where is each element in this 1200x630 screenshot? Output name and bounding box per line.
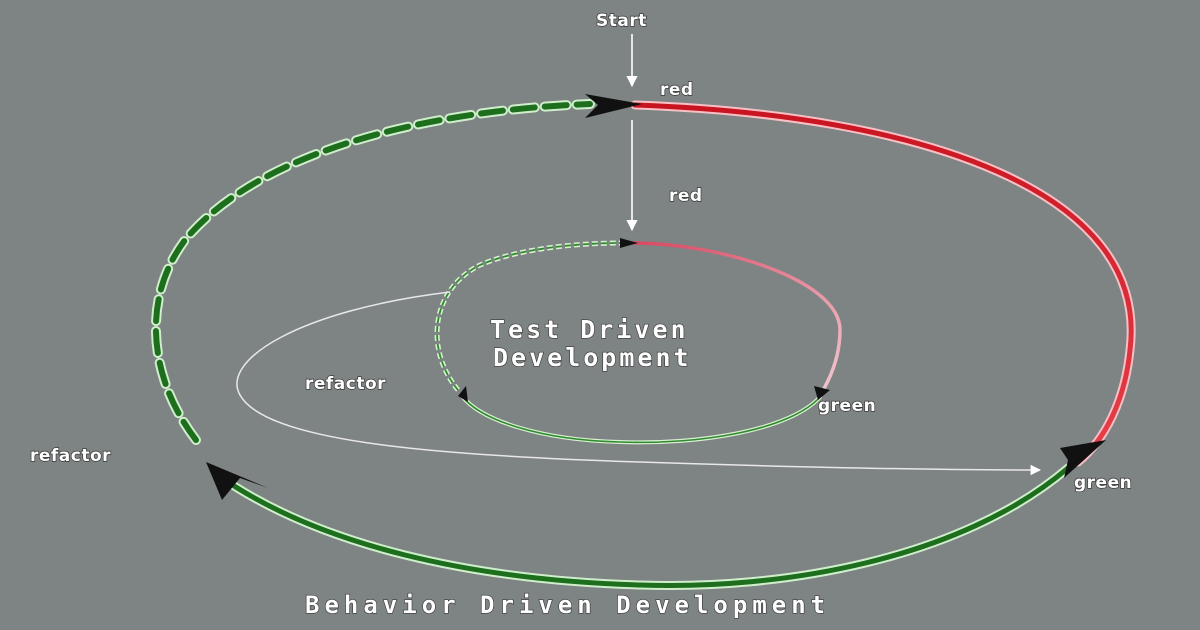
tdd-title-line2: Development (493, 343, 692, 372)
start-label: Start (596, 11, 647, 31)
bdd-left-arrowhead (206, 462, 268, 500)
bdd-loop (150, 94, 1136, 590)
bdd-right-arrowhead (1060, 440, 1106, 478)
tdd-to-bdd-green-connector (236, 291, 1042, 476)
bdd-title: Behavior Driven Development (305, 591, 830, 619)
bdd-red-arc (630, 100, 1136, 467)
tdd-top-arrowhead (620, 238, 638, 248)
tdd-refactor-label: refactor (305, 374, 386, 394)
tdd-left-arrowhead (458, 386, 468, 402)
bdd-refactor-label: refactor (30, 446, 111, 466)
tdd-red-label: red (669, 186, 703, 206)
bdd-green-arc (217, 463, 1073, 590)
tdd-green-label: green (818, 396, 876, 416)
tdd-green-arc (460, 394, 822, 445)
tdd-red-arc (630, 241, 842, 394)
tdd-loop (434, 238, 842, 445)
bdd-top-arrowhead (585, 94, 642, 118)
bdd-green-label: green (1074, 473, 1132, 493)
tdd-right-arrowhead (814, 386, 830, 400)
tdd-title-line1: Test Driven (490, 315, 689, 344)
bdd-red-label: red (660, 80, 694, 100)
